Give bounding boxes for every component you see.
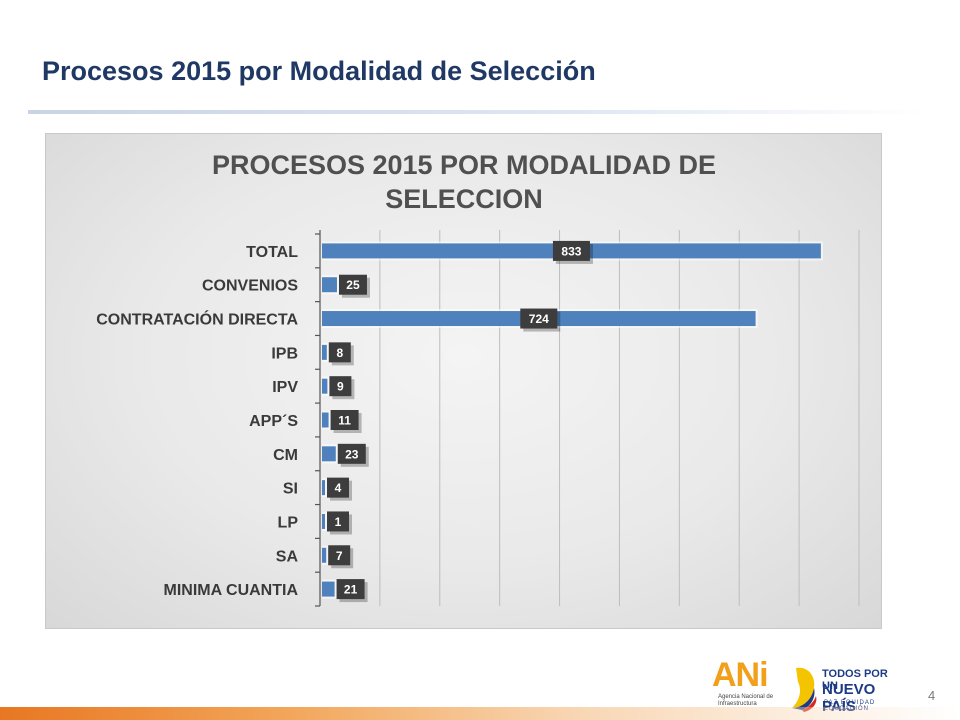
data-label-box	[338, 274, 367, 295]
data-label-box	[552, 240, 590, 261]
category-label: IPV	[272, 379, 298, 396]
bar	[322, 344, 327, 360]
page-number: 4	[928, 688, 936, 703]
category-label: TOTAL	[246, 244, 298, 261]
bar	[322, 277, 337, 293]
bar	[322, 547, 327, 563]
nuevo-pais-logo: TODOS POR UN NUEVO PAÍS PAZ EQUIDAD EDUC…	[786, 658, 906, 715]
data-label: 724	[529, 312, 549, 326]
bar	[322, 581, 335, 597]
category-label: CM	[273, 447, 298, 464]
data-label: 25	[346, 278, 360, 292]
chart-data-labels: 833 25 724 8 9 11 23 4 1 7 21	[327, 240, 593, 603]
category-label: MINIMA CUANTIA	[164, 582, 299, 599]
data-label: 21	[344, 583, 358, 597]
data-label: 11	[338, 414, 351, 428]
chart-category-axis	[315, 230, 321, 607]
data-label-box	[330, 410, 359, 430]
category-label: LP	[278, 514, 299, 531]
chart-title: PROCESOS 2015 POR MODALIDAD DE SELECCION	[212, 150, 716, 214]
category-label: IPB	[271, 345, 298, 362]
data-label: 833	[561, 244, 581, 258]
category-label: CONVENIOS	[202, 278, 298, 295]
chart-gridlines	[379, 230, 860, 606]
chart-title-line: SELECCION	[385, 184, 543, 214]
data-label-box	[327, 477, 349, 498]
bar-chart: PROCESOS 2015 POR MODALIDAD DESELECCION …	[96, 150, 860, 607]
ani-logo-subtitle: Agencia Nacional de Infraestructura	[718, 694, 774, 707]
title-divider	[28, 110, 930, 114]
nuevo-pais-line1: TODOS POR UN	[822, 668, 888, 692]
chart-title-line: PROCESOS 2015 POR MODALIDAD DE	[212, 150, 716, 180]
data-label-box	[329, 376, 352, 397]
data-label: 9	[337, 380, 344, 394]
category-label: CONTRATACIÓN DIRECTA	[96, 310, 298, 329]
bar	[322, 480, 325, 496]
bar	[322, 378, 328, 394]
data-label-box	[337, 443, 366, 464]
category-label: SA	[276, 548, 299, 565]
chart-category-labels: TOTAL CONVENIOS CONTRATACIÓN DIRECTA IPB IPV…	[96, 244, 298, 599]
bar	[322, 412, 329, 428]
bar	[322, 513, 325, 529]
chart-panel: PROCESOS 2015 POR MODALIDAD DE SELECCION …	[45, 133, 882, 629]
data-label: 4	[335, 481, 342, 495]
slide-title: Procesos 2015 por Modalidad de Selección	[42, 56, 596, 86]
ani-logo: ANi Agencia Nacional de Infraestructura	[706, 656, 776, 712]
ani-logo-word: ANi	[712, 656, 769, 694]
data-label-box	[336, 579, 365, 600]
chart-bars	[322, 241, 823, 599]
data-label: 8	[336, 346, 343, 360]
data-label-box	[327, 511, 349, 532]
data-label-box	[520, 308, 558, 329]
bar	[322, 446, 336, 462]
category-label: APP´S	[249, 413, 298, 430]
data-label: 23	[345, 447, 359, 461]
category-label: SI	[283, 481, 298, 498]
data-label-box	[328, 545, 351, 566]
data-label: 7	[336, 549, 343, 563]
footer-accent-bar	[0, 707, 960, 720]
data-label-box	[328, 342, 351, 363]
colombia-flag-icon	[792, 667, 817, 712]
data-label: 1	[335, 515, 342, 529]
